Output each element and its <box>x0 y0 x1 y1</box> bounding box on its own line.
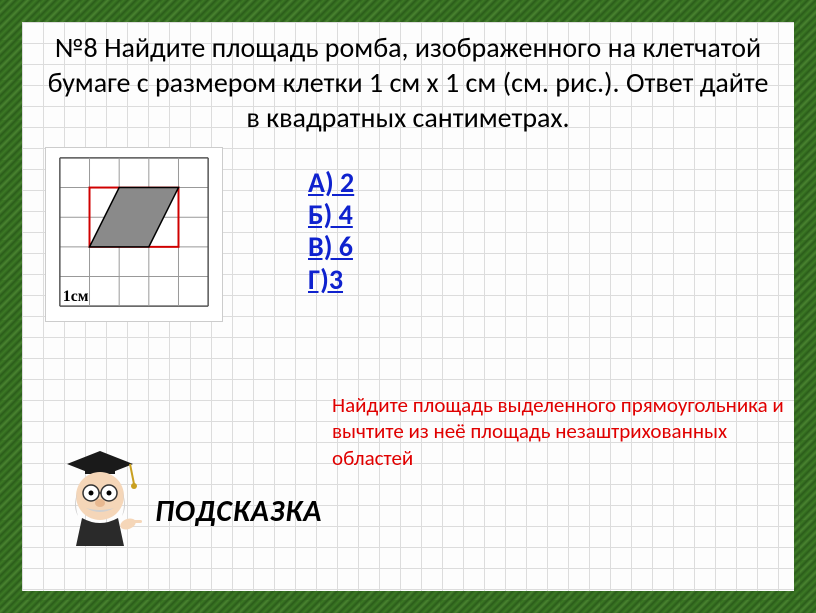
grid-paper-content: №8 Найдите площадь ромба, изображенного … <box>22 22 794 591</box>
option-v[interactable]: В) 6 <box>308 231 354 263</box>
question-text: №8 Найдите площадь ромба, изображенного … <box>40 30 776 135</box>
hint-label: ПОДСКАЗКА <box>155 493 322 530</box>
option-g[interactable]: Г)3 <box>308 264 354 296</box>
rhombus-figure: 1см <box>45 147 223 322</box>
option-a[interactable]: А) 2 <box>308 167 354 199</box>
svg-text:1см: 1см <box>63 288 89 305</box>
professor-icon <box>52 436 147 546</box>
content-row: 1см А) 2 Б) 4 В) 6 Г)3 <box>40 147 776 322</box>
hint-area: ПОДСКАЗКА <box>52 436 322 546</box>
option-b[interactable]: Б) 4 <box>308 199 354 231</box>
hint-text: Найдите площадь выделенного прямоугольни… <box>332 392 792 471</box>
rhombus-svg: 1см <box>46 148 222 321</box>
answer-options: А) 2 Б) 4 В) 6 Г)3 <box>308 167 354 322</box>
